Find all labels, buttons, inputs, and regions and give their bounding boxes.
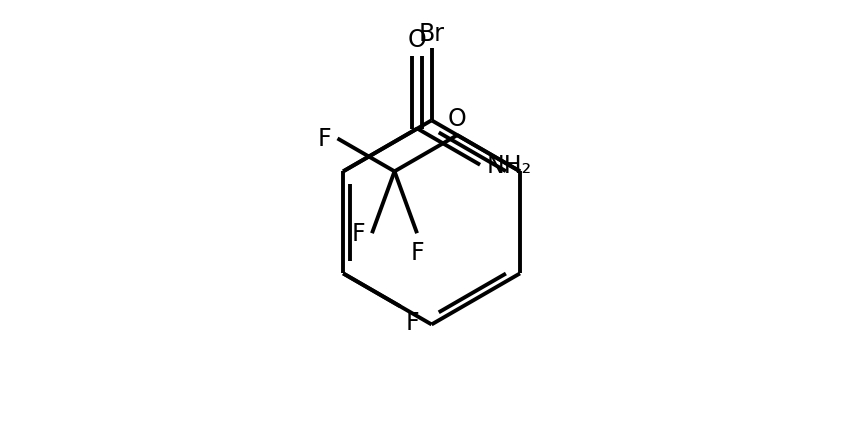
Text: Br: Br: [418, 22, 445, 46]
Text: O: O: [408, 29, 427, 52]
Text: F: F: [352, 222, 366, 246]
Text: F: F: [317, 127, 331, 151]
Text: NH₂: NH₂: [487, 153, 532, 177]
Text: F: F: [411, 240, 424, 264]
Text: O: O: [448, 106, 467, 130]
Text: F: F: [405, 310, 419, 334]
